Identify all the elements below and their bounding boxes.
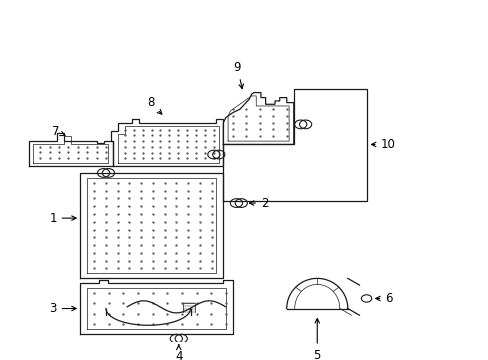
Text: 6: 6 <box>375 292 392 305</box>
Text: 7: 7 <box>51 125 65 138</box>
Text: 9: 9 <box>233 61 243 89</box>
Text: 4: 4 <box>175 345 182 360</box>
Text: 2: 2 <box>249 197 268 210</box>
Text: 5: 5 <box>313 319 320 360</box>
Text: 3: 3 <box>49 302 76 315</box>
Text: 1: 1 <box>49 212 76 225</box>
Text: 10: 10 <box>371 138 395 151</box>
Text: 8: 8 <box>146 96 162 114</box>
